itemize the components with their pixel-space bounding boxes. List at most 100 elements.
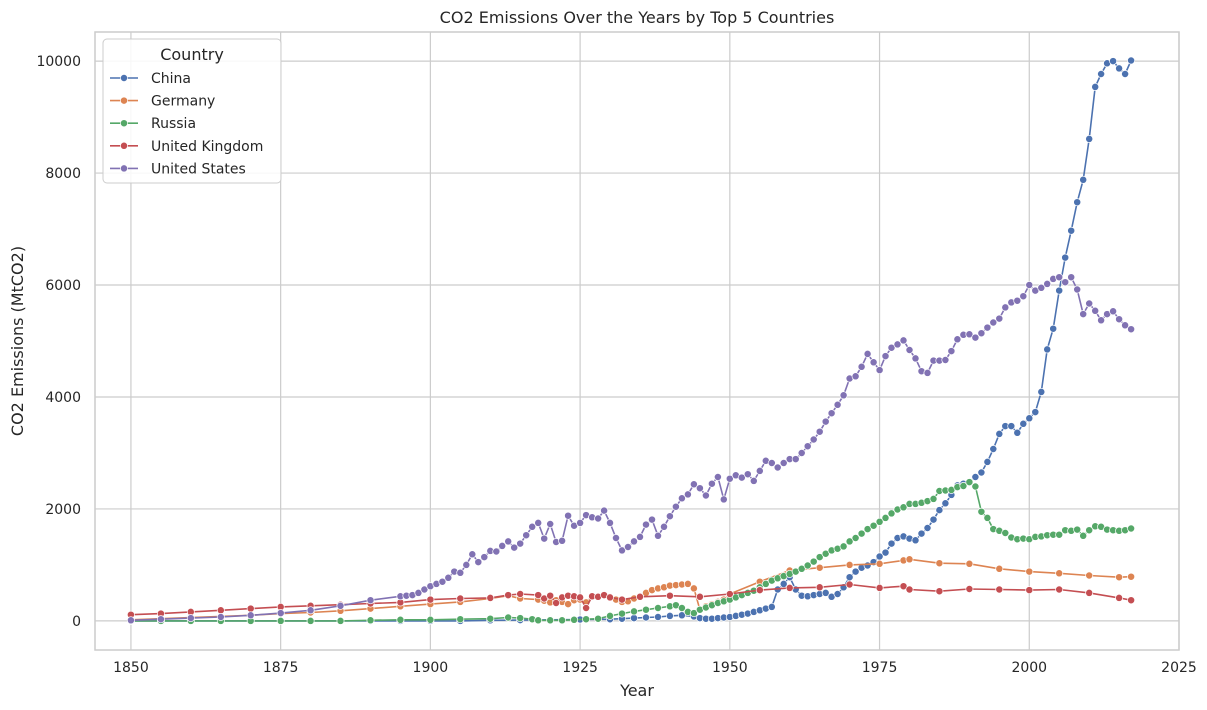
data-point bbox=[654, 604, 662, 612]
data-point bbox=[815, 553, 824, 562]
data-point bbox=[582, 604, 591, 612]
data-point bbox=[1109, 57, 1118, 66]
data-point bbox=[546, 616, 555, 625]
data-point bbox=[767, 602, 776, 611]
data-point bbox=[785, 583, 794, 592]
data-point bbox=[791, 455, 800, 464]
data-point bbox=[995, 429, 1004, 438]
data-point bbox=[851, 567, 860, 576]
data-point bbox=[755, 466, 764, 475]
data-point bbox=[845, 573, 854, 582]
data-point bbox=[396, 615, 405, 624]
data-point bbox=[498, 541, 507, 550]
x-tick-label: 1950 bbox=[712, 660, 748, 676]
data-point bbox=[594, 614, 603, 623]
data-point bbox=[965, 330, 974, 339]
data-point bbox=[504, 613, 513, 622]
data-point bbox=[887, 539, 896, 548]
plot-frame bbox=[94, 31, 1180, 651]
data-point bbox=[648, 515, 656, 524]
data-point bbox=[1043, 345, 1052, 354]
data-point bbox=[815, 583, 824, 592]
data-point bbox=[606, 593, 614, 602]
data-point bbox=[606, 518, 614, 527]
data-point bbox=[1061, 253, 1070, 262]
data-point bbox=[689, 609, 698, 618]
data-point bbox=[1061, 278, 1070, 287]
data-point bbox=[1019, 419, 1028, 428]
data-point bbox=[426, 595, 435, 604]
data-point bbox=[881, 352, 890, 361]
data-point bbox=[306, 616, 315, 625]
data-point bbox=[887, 343, 896, 352]
data-point bbox=[276, 616, 285, 625]
data-point bbox=[911, 354, 920, 363]
data-point bbox=[510, 543, 519, 552]
data-point bbox=[881, 548, 890, 557]
data-point bbox=[989, 445, 998, 453]
data-point bbox=[779, 579, 788, 588]
data-point bbox=[725, 474, 734, 483]
data-point bbox=[755, 586, 764, 595]
data-point bbox=[983, 457, 992, 466]
data-point bbox=[701, 491, 710, 500]
data-point bbox=[126, 616, 135, 625]
data-point bbox=[246, 611, 255, 620]
legend-item-germany: Germany bbox=[110, 94, 215, 110]
data-point bbox=[570, 615, 579, 624]
x-axis-label: Year bbox=[619, 681, 654, 700]
data-point bbox=[1079, 175, 1088, 184]
data-point bbox=[456, 615, 465, 624]
data-point bbox=[660, 522, 668, 531]
data-point bbox=[875, 583, 884, 592]
data-point bbox=[642, 605, 650, 614]
data-point bbox=[983, 513, 992, 522]
series-layer bbox=[126, 56, 1136, 625]
x-tick-label: 1900 bbox=[413, 660, 449, 676]
data-point bbox=[845, 580, 854, 589]
data-point bbox=[713, 473, 722, 481]
data-point bbox=[665, 611, 674, 620]
data-point bbox=[959, 482, 968, 490]
data-point bbox=[564, 600, 573, 609]
data-point bbox=[839, 391, 848, 400]
y-tick-label: 8000 bbox=[45, 166, 81, 182]
data-point bbox=[935, 506, 944, 515]
data-point bbox=[576, 518, 585, 527]
data-point bbox=[522, 531, 531, 540]
legend-label: Russia bbox=[151, 116, 196, 132]
data-point bbox=[1127, 572, 1136, 581]
data-point bbox=[1067, 273, 1076, 282]
y-tick-label: 0 bbox=[72, 614, 81, 630]
data-point bbox=[881, 513, 890, 522]
data-point bbox=[743, 470, 752, 479]
tick-labels: 1850 1875 1900 1925 1950 1975 2000 2025 0 2000 400… bbox=[36, 54, 1196, 676]
data-point bbox=[833, 590, 842, 598]
data-point bbox=[815, 563, 824, 572]
data-point bbox=[803, 442, 812, 451]
data-point bbox=[923, 368, 932, 377]
data-point bbox=[1025, 567, 1034, 576]
data-point bbox=[546, 520, 555, 528]
data-point bbox=[630, 607, 638, 616]
data-point bbox=[480, 553, 489, 562]
data-point bbox=[336, 616, 345, 625]
legend-marker bbox=[120, 119, 128, 128]
data-point bbox=[695, 592, 704, 601]
legend-label: United States bbox=[151, 161, 246, 177]
data-point bbox=[821, 549, 830, 558]
data-point bbox=[486, 614, 495, 623]
series-united-states bbox=[126, 273, 1136, 625]
y-tick-label: 6000 bbox=[45, 278, 81, 294]
data-point bbox=[941, 356, 950, 364]
data-point bbox=[576, 593, 585, 602]
data-point bbox=[216, 606, 225, 615]
data-point bbox=[636, 592, 644, 601]
data-point bbox=[995, 585, 1004, 594]
data-point bbox=[833, 400, 842, 409]
data-point bbox=[863, 525, 872, 534]
data-point bbox=[971, 473, 980, 481]
data-point bbox=[665, 591, 674, 600]
data-point bbox=[1127, 56, 1136, 65]
